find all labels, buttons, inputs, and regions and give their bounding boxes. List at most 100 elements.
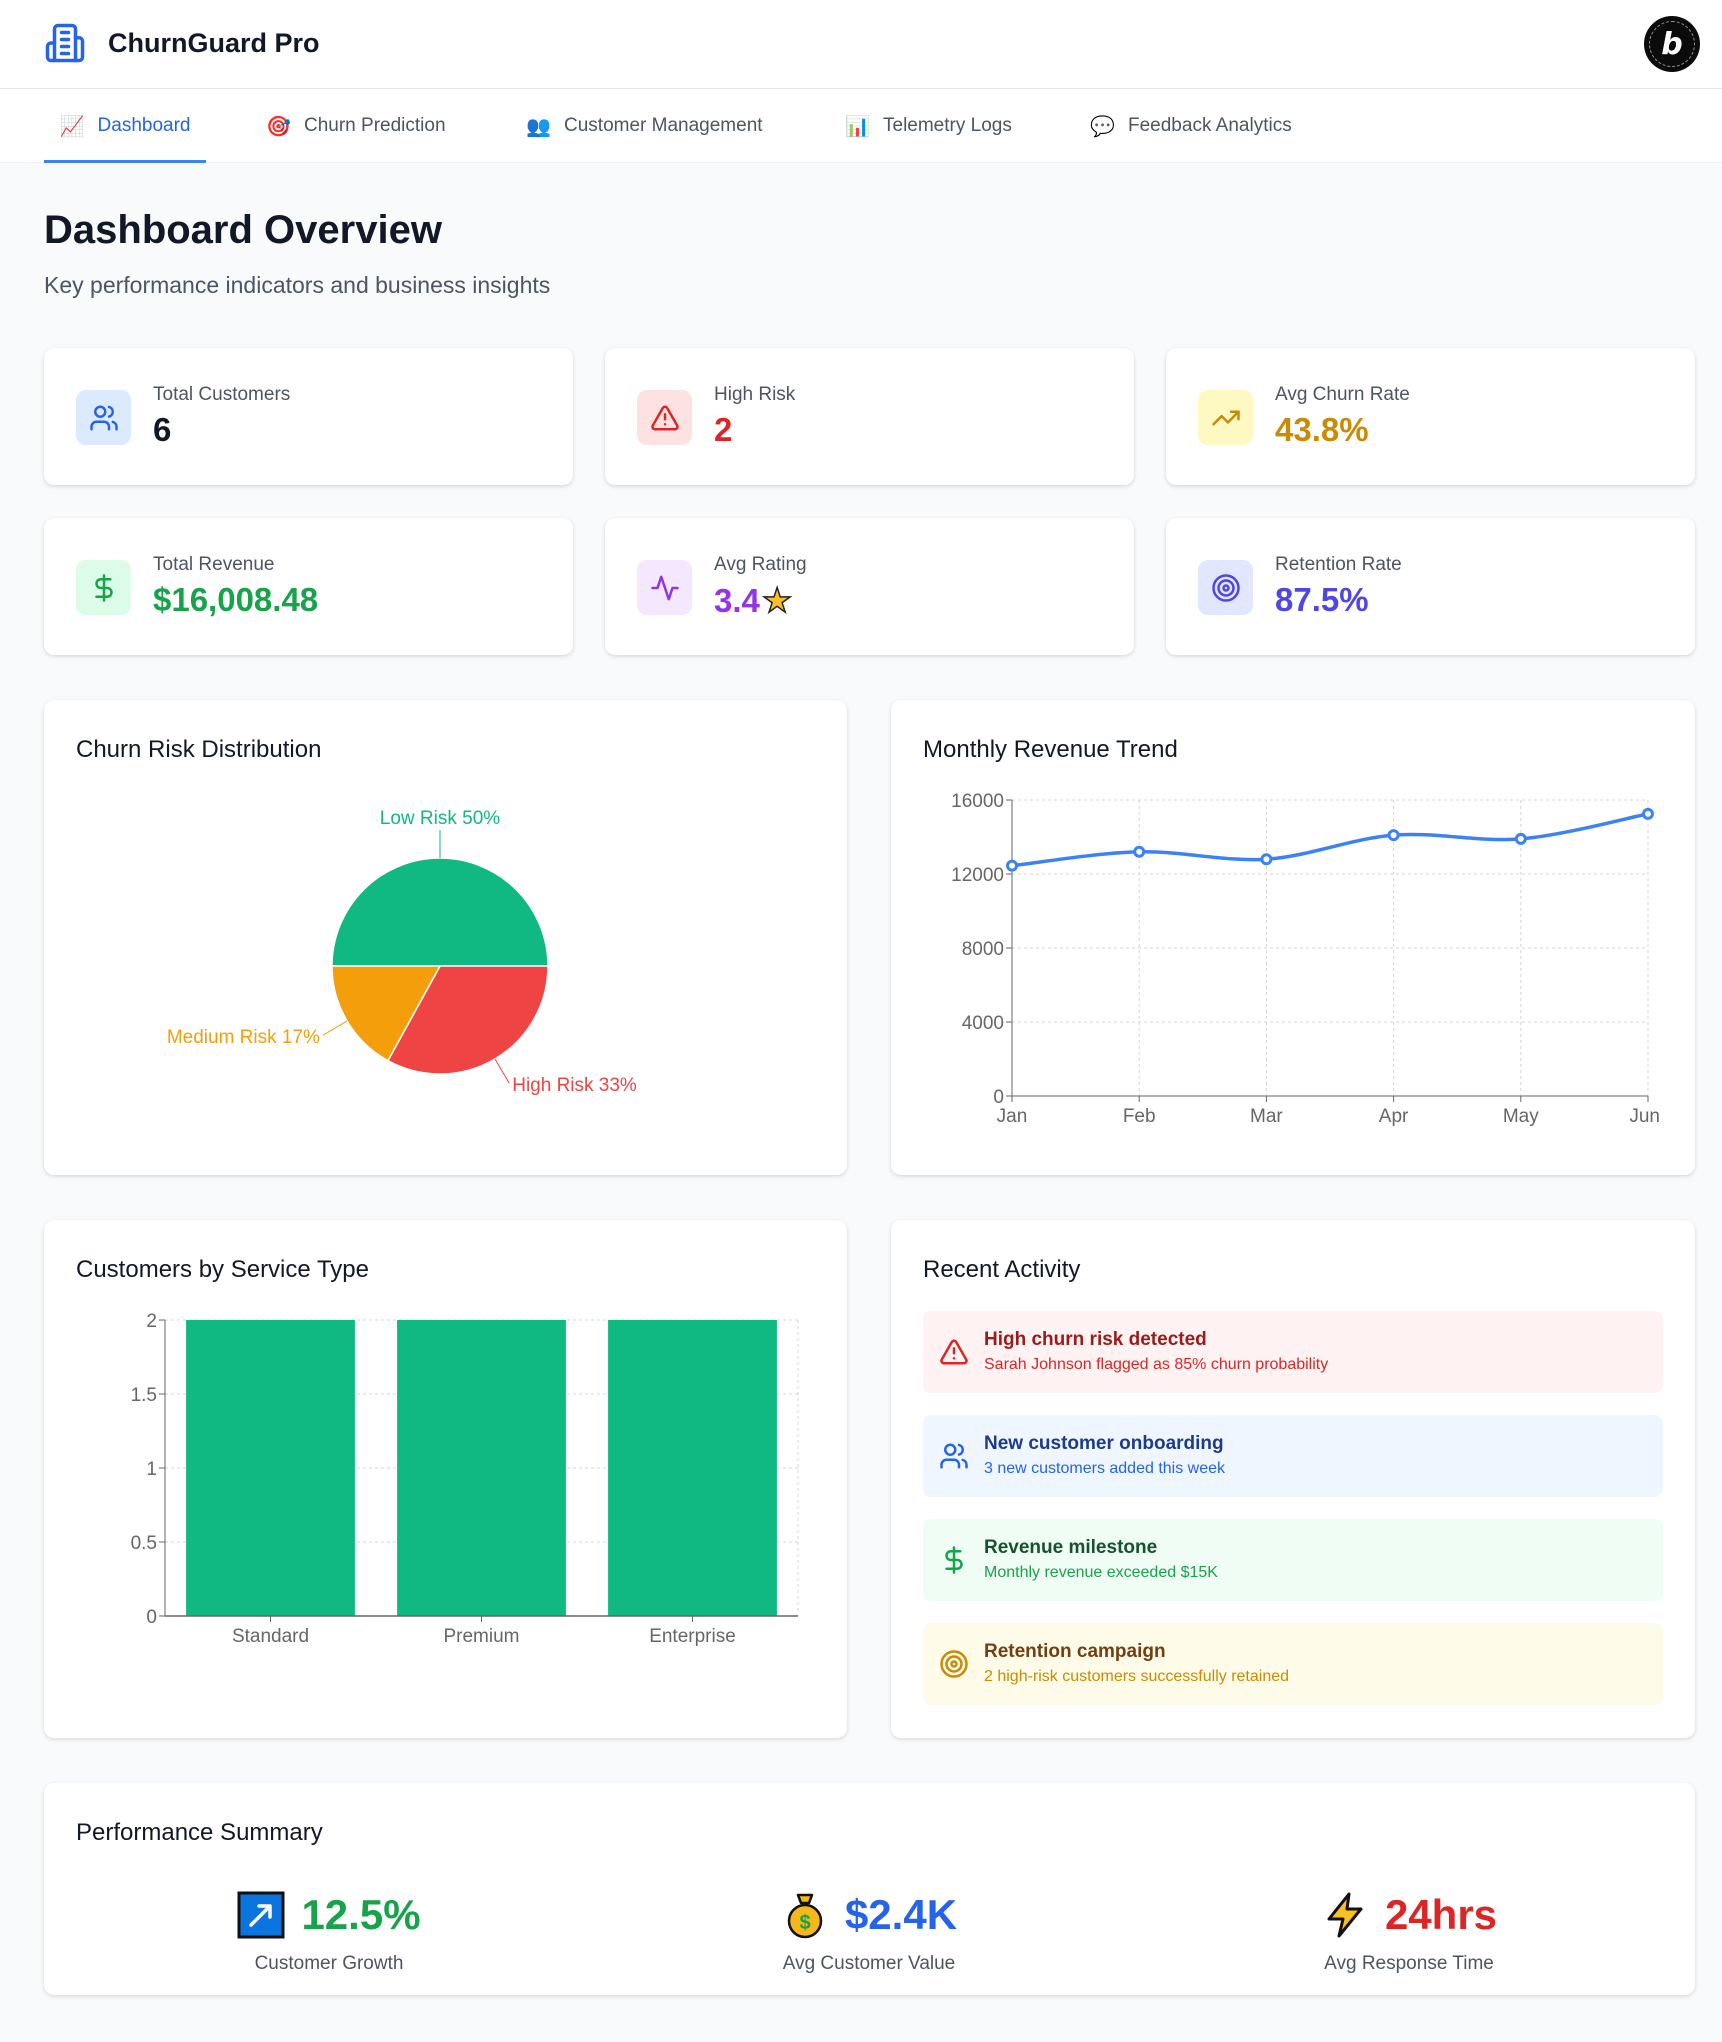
alert-triangle-icon bbox=[637, 390, 692, 445]
arrow-up-right-icon bbox=[237, 1891, 285, 1939]
pie-label: High Risk 33% bbox=[512, 1075, 637, 1096]
recent-activity-card: Recent Activity High churn risk detected… bbox=[891, 1220, 1695, 1738]
stat-label: Total Revenue bbox=[153, 554, 275, 575]
perf-value: 24hrs bbox=[1384, 1891, 1498, 1938]
activity-desc: Sarah Johnson flagged as 85% churn proba… bbox=[984, 1356, 1329, 1373]
x-tick-label: Mar bbox=[1250, 1106, 1283, 1127]
stat-card-total-revenue[interactable]: Total Revenue $16,008.48 bbox=[44, 518, 573, 655]
card-title: Churn Risk Distribution bbox=[76, 736, 322, 763]
x-tick-label: Apr bbox=[1379, 1106, 1409, 1127]
tab-label: Dashboard bbox=[97, 115, 191, 136]
speech-bubble-icon: 💬 bbox=[1090, 114, 1115, 138]
stat-card-total-customers[interactable]: Total Customers 6 bbox=[44, 348, 573, 485]
lightning-icon bbox=[1327, 1892, 1363, 1938]
activity-desc: 3 new customers added this week bbox=[984, 1460, 1226, 1477]
perf-value: $2.4K bbox=[844, 1891, 958, 1938]
stat-value: $16,008.48 bbox=[153, 581, 319, 618]
brand[interactable]: ChurnGuard Pro bbox=[44, 22, 320, 64]
perf-item-avg-customer-value: $ $2.4K Avg Customer Value bbox=[669, 1891, 1069, 1975]
card-title: Performance Summary bbox=[76, 1819, 323, 1846]
stat-label: High Risk bbox=[714, 384, 796, 405]
activity-item[interactable]: Revenue milestone Monthly revenue exceed… bbox=[923, 1519, 1663, 1601]
chart-increasing-icon: 📈 bbox=[59, 114, 85, 138]
tab-telemetry-logs[interactable]: 📊 Telemetry Logs bbox=[845, 89, 1012, 163]
pie-slice-medium-risk bbox=[331, 965, 442, 1062]
target-icon bbox=[1198, 560, 1253, 615]
tab-feedback-analytics[interactable]: 💬 Feedback Analytics bbox=[1090, 89, 1292, 163]
bolt-badge-icon[interactable]: b bbox=[1644, 16, 1700, 72]
trending-up-icon bbox=[1198, 390, 1253, 445]
monthly-revenue-trend-card: Monthly Revenue Trend 0 4000 8000 12000 1600… bbox=[891, 700, 1695, 1175]
stat-value: 43.8% bbox=[1275, 411, 1369, 448]
perf-label: Avg Response Time bbox=[1324, 1953, 1494, 1974]
stat-card-retention-rate[interactable]: Retention Rate 87.5% bbox=[1166, 518, 1695, 655]
bar-premium bbox=[397, 1320, 566, 1616]
activity-icon bbox=[637, 560, 692, 615]
x-tick-label: May bbox=[1503, 1106, 1539, 1127]
perf-label: Avg Customer Value bbox=[782, 1953, 956, 1974]
users-icon bbox=[76, 390, 131, 445]
activity-item[interactable]: New customer onboarding 3 new customers … bbox=[923, 1415, 1663, 1497]
y-tick-label: 8000 bbox=[962, 939, 1004, 960]
alert-triangle-icon bbox=[940, 1339, 968, 1365]
stat-value: 3.4★ bbox=[714, 580, 793, 622]
app-header: ChurnGuard Pro b bbox=[0, 0, 1722, 89]
data-point-feb bbox=[1133, 845, 1146, 858]
x-tick-label: Jan bbox=[997, 1106, 1028, 1127]
data-point-jan bbox=[1006, 859, 1018, 872]
data-point-mar bbox=[1260, 853, 1273, 866]
pie-chart: Low Risk 50% High Risk 33% Medium Risk 17% bbox=[167, 808, 637, 1096]
x-tick-label: Standard bbox=[232, 1626, 309, 1647]
stat-label: Retention Rate bbox=[1275, 554, 1402, 575]
tab-dashboard[interactable]: 📈 Dashboard bbox=[44, 89, 206, 163]
tab-label: Telemetry Logs bbox=[883, 115, 1012, 136]
page-title: Dashboard Overview bbox=[44, 208, 442, 252]
bar-enterprise bbox=[608, 1320, 777, 1616]
bar-chart-icon: 📊 bbox=[845, 114, 870, 138]
customers-by-service-type-card: Customers by Service Type 0 0.5 1 1.5 2 Stand… bbox=[44, 1220, 847, 1738]
bar-chart: 0 0.5 1 1.5 2 Standard Premium Enterprise bbox=[131, 1311, 799, 1647]
tab-label: Feedback Analytics bbox=[1128, 115, 1292, 136]
x-tick-label: Jun bbox=[1629, 1106, 1660, 1127]
tab-churn-prediction[interactable]: 🎯 Churn Prediction bbox=[266, 89, 446, 163]
y-tick-label: 12000 bbox=[951, 865, 1004, 886]
activity-item[interactable]: High churn risk detected Sarah Johnson f… bbox=[923, 1311, 1663, 1393]
tab-label: Customer Management bbox=[564, 115, 763, 136]
stat-card-high-risk[interactable]: High Risk 2 bbox=[605, 348, 1134, 485]
tab-label: Churn Prediction bbox=[304, 115, 446, 136]
x-tick-label: Feb bbox=[1123, 1106, 1156, 1127]
activity-title: New customer onboarding bbox=[984, 1433, 1224, 1454]
y-tick-label: 2 bbox=[146, 1311, 157, 1332]
card-title: Customers by Service Type bbox=[76, 1256, 370, 1283]
stat-label: Avg Churn Rate bbox=[1275, 384, 1410, 405]
target-icon bbox=[940, 1650, 968, 1678]
data-point-may bbox=[1514, 832, 1527, 845]
stat-label: Total Customers bbox=[153, 384, 291, 405]
tab-customer-management[interactable]: 👥 Customer Management bbox=[526, 89, 763, 163]
stat-value: 6 bbox=[153, 411, 172, 448]
app-title: ChurnGuard Pro bbox=[108, 27, 320, 58]
stat-card-avg-rating[interactable]: Avg Rating 3.4★ bbox=[605, 518, 1134, 655]
stat-card-avg-churn-rate[interactable]: Avg Churn Rate 43.8% bbox=[1166, 348, 1695, 485]
activity-item[interactable]: Retention campaign 2 high-risk customers… bbox=[923, 1623, 1663, 1705]
badge-letter: b bbox=[1661, 26, 1683, 62]
stat-value: 87.5% bbox=[1275, 581, 1369, 618]
stat-value: 2 bbox=[714, 411, 733, 448]
people-icon: 👥 bbox=[526, 114, 551, 138]
building-icon bbox=[45, 23, 85, 63]
pie-slice-low-risk bbox=[331, 857, 549, 967]
activity-title: Revenue milestone bbox=[984, 1537, 1158, 1558]
svg-text:$: $ bbox=[799, 1912, 810, 1934]
y-tick-label: 16000 bbox=[951, 791, 1004, 812]
revenue-line bbox=[1011, 812, 1649, 868]
star-icon: ★ bbox=[761, 580, 793, 622]
x-tick-label: Enterprise bbox=[649, 1626, 736, 1647]
dollar-icon bbox=[76, 560, 131, 615]
y-tick-label: 0.5 bbox=[131, 1533, 157, 1554]
activity-desc: 2 high-risk customers successfully retai… bbox=[984, 1668, 1290, 1685]
activity-desc: Monthly revenue exceeded $15K bbox=[984, 1564, 1218, 1581]
pie-label: Low Risk 50% bbox=[380, 808, 500, 829]
money-bag-icon: $ bbox=[787, 1893, 823, 1939]
y-tick-label: 1 bbox=[146, 1459, 157, 1480]
bar-standard bbox=[186, 1320, 355, 1616]
